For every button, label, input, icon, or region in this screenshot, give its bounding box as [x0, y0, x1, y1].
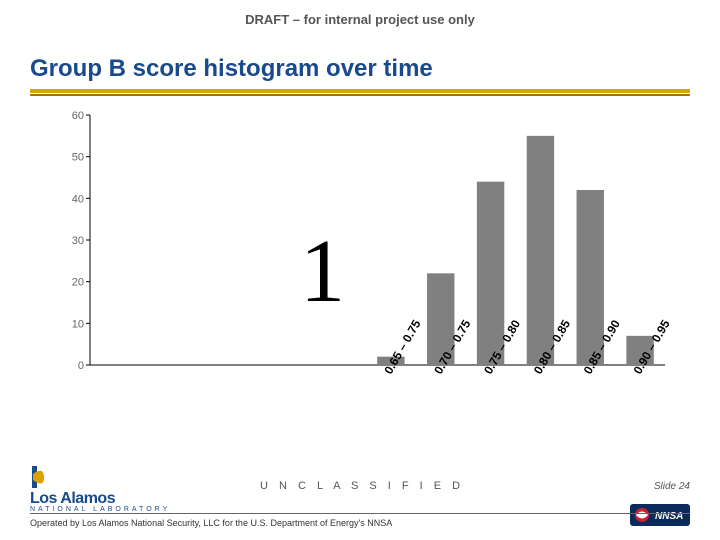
footer-text: Operated by Los Alamos National Security… — [30, 518, 690, 528]
overlay-number: 1 — [300, 220, 345, 323]
histogram-chart: 01020304050600.65 – 0.750.70 – 0.750.75 … — [55, 110, 675, 420]
histogram-bar — [527, 136, 554, 365]
svg-text:10: 10 — [72, 318, 84, 330]
title-block: Group B score histogram over time — [30, 55, 690, 96]
classification-label: U N C L A S S I F I E D — [260, 480, 464, 492]
svg-text:20: 20 — [72, 277, 84, 289]
slide: DRAFT – for internal project use only Gr… — [0, 0, 720, 540]
lanl-logo-text2: NATIONAL LABORATORY — [30, 506, 170, 513]
footer-rule — [30, 513, 690, 514]
svg-text:50: 50 — [72, 152, 84, 164]
x-axis-label: 0.65 – 0.75 — [381, 317, 423, 376]
lanl-logo-text1: Los Alamos — [30, 490, 115, 507]
footer: Operated by Los Alamos National Security… — [30, 513, 690, 528]
svg-text:0: 0 — [78, 360, 84, 372]
lanl-logo: Los Alamos NATIONAL LABORATORY — [30, 464, 180, 498]
slide-number: Slide 24 — [654, 481, 690, 492]
svg-text:60: 60 — [72, 110, 84, 122]
draft-banner: DRAFT – for internal project use only — [0, 12, 720, 27]
lanl-logo-mark — [30, 464, 48, 490]
svg-text:40: 40 — [72, 193, 84, 205]
svg-text:30: 30 — [72, 235, 84, 247]
title-rule-darkgold — [30, 94, 690, 96]
title-rule-gold — [30, 89, 690, 93]
page-title: Group B score histogram over time — [30, 55, 690, 89]
